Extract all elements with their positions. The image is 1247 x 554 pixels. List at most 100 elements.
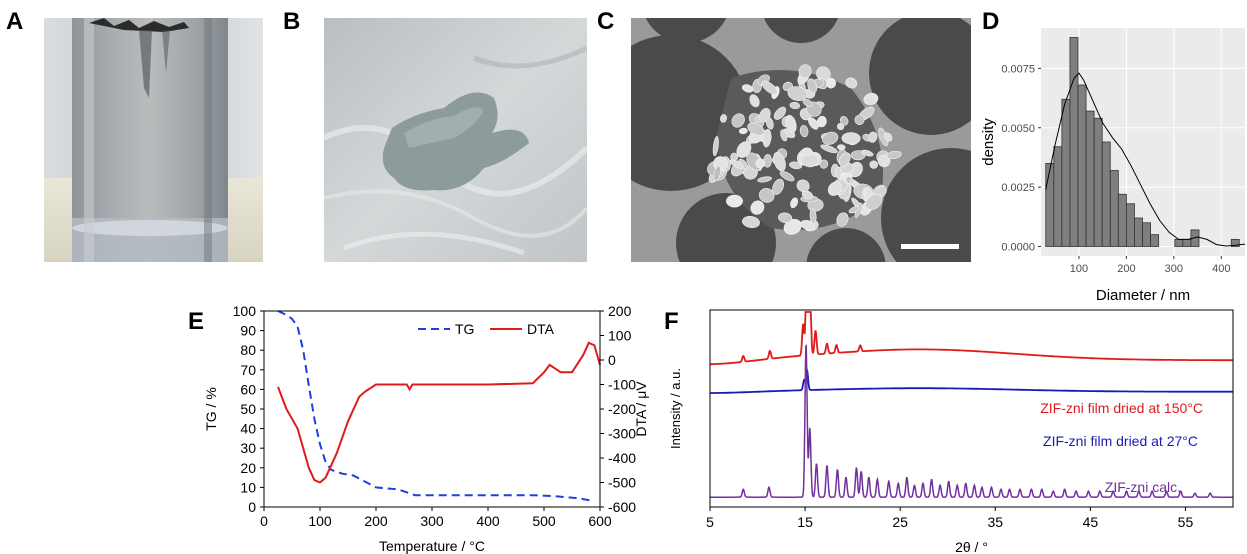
panel-label-a: A (6, 8, 24, 35)
histogram-bar (1053, 146, 1063, 247)
tg-y-tick-label: 60 (240, 381, 256, 397)
tg-y-tick-label: 100 (233, 303, 257, 319)
sem-particle (780, 129, 788, 142)
histogram-bar (1125, 203, 1135, 247)
histogram-bar (1101, 141, 1111, 247)
sem-particle (750, 200, 765, 215)
sem-particle (877, 154, 891, 168)
xrd-x-tick-label: 15 (797, 514, 813, 530)
sem-particle (868, 131, 878, 143)
tg-dta-x-tick-label: 500 (532, 513, 556, 529)
histogram-y-tick-label: 0.0000 (1001, 242, 1035, 254)
tg-y-tick-label: 80 (240, 342, 256, 358)
sem-particle (809, 208, 817, 224)
histogram-bar (1182, 238, 1192, 247)
sem-particle (742, 216, 760, 228)
xrd-x-tick-label: 35 (987, 514, 1003, 530)
sem-particle (720, 114, 727, 123)
sem-particle (773, 106, 787, 120)
sem-particle (765, 116, 774, 130)
sem-particle (749, 94, 760, 108)
sem-particle (741, 84, 754, 93)
sem-particle (789, 161, 803, 170)
sem-particle (761, 80, 778, 95)
panel-label-e: E (188, 308, 205, 335)
tg-y-tick-label: 0 (248, 499, 256, 515)
histogram-bar (1174, 238, 1184, 247)
tg-dta-x-axis-label: Temperature / °C (379, 538, 485, 554)
tg-y-tick-label: 70 (240, 362, 256, 378)
sem-particle (869, 160, 878, 169)
dta-y-tick-label: 100 (608, 328, 632, 344)
tg-y-tick-label: 40 (240, 421, 256, 437)
xrd-label-27c: ZIF-zni film dried at 27°C (1043, 433, 1198, 449)
sem-particle (798, 64, 812, 79)
chart-tg-dta: 0 100 200 300 400 500 600 0 10 20 30 40 50 60 70 80 90 10… (203, 303, 649, 554)
histogram-bar (1045, 162, 1055, 247)
sem-particle (820, 144, 838, 154)
histogram-x-tick-label: 200 (1117, 263, 1135, 275)
histogram-bars (1045, 37, 1240, 247)
xrd-x-axis-label: 2θ / ° (955, 539, 988, 554)
histogram-bar (1085, 110, 1095, 247)
xrd-x-tick-label: 5 (706, 514, 714, 530)
tg-dta-x-tick-label: 200 (364, 513, 388, 529)
sem-particle (801, 147, 813, 157)
tg-dta-x-tick-label: 100 (308, 513, 332, 529)
tg-dta-x-tick-label: 0 (260, 513, 268, 529)
dta-y-tick-label: 200 (608, 303, 632, 319)
dta-y-tick-label: -400 (608, 450, 636, 466)
xrd-ticks: 5 15 25 35 45 55 (706, 507, 1193, 530)
panel-label-f: F (664, 308, 679, 335)
xrd-x-tick-label: 25 (892, 514, 908, 530)
sem-particle (808, 117, 819, 130)
sem-particle (790, 197, 799, 209)
sem-particle (822, 131, 839, 145)
sem-particle (773, 151, 786, 172)
tg-dta-legend: TG DTA (418, 321, 555, 337)
sem-particle (860, 149, 874, 157)
histogram-bar (1069, 37, 1079, 247)
sem-particle (738, 127, 748, 135)
histogram-y-axis-label: density (980, 118, 997, 166)
xrd-x-tick-label: 55 (1178, 514, 1194, 530)
sem-particle (838, 152, 851, 167)
sem-particle (848, 206, 860, 214)
sem-particle (713, 165, 721, 182)
sem-particle (789, 101, 801, 110)
sem-particle (854, 114, 865, 125)
xrd-pattern-27c (709, 367, 1233, 394)
sem-particle (819, 159, 829, 169)
sem-particle (779, 171, 795, 182)
sem-particle (884, 132, 893, 142)
histogram-bar (1093, 117, 1103, 247)
panel-label-d: D (982, 8, 1000, 35)
xrd-pattern-150c (710, 311, 1233, 366)
sem-particle (731, 113, 745, 128)
histogram-bar (1142, 222, 1151, 247)
sem-particle (762, 129, 772, 148)
dta-y-tick-label: -600 (608, 499, 636, 515)
sem-particle (726, 194, 743, 208)
tg-dta-plot-frame (263, 310, 601, 508)
legend-dta-label: DTA (527, 321, 555, 337)
histogram-bar (1134, 217, 1143, 247)
tg-axis-label: TG / % (203, 387, 219, 431)
sem-particle (772, 178, 784, 195)
histogram-x-tick-label: 100 (1070, 263, 1088, 275)
histogram-bar (1061, 98, 1071, 247)
histogram-bar (1117, 193, 1127, 247)
sem-particle (886, 150, 902, 160)
chart-xrd: 5 15 25 35 45 55 ZIF-zni film dried at 150°C … (668, 309, 1234, 554)
sem-particle (712, 136, 719, 157)
histogram-x-tick-label: 400 (1212, 263, 1230, 275)
histogram-bar (1109, 170, 1119, 247)
legend-tg-label: TG (455, 321, 474, 337)
sem-particle (841, 132, 861, 145)
tg-dta-x-tick-label: 300 (420, 513, 444, 529)
histogram-bar (1150, 234, 1160, 247)
sem-particle (839, 115, 849, 126)
xrd-y-axis-label: Intensity / a.u. (668, 368, 683, 449)
tg-y-tick-label: 10 (240, 479, 256, 495)
tg-line (277, 310, 595, 503)
